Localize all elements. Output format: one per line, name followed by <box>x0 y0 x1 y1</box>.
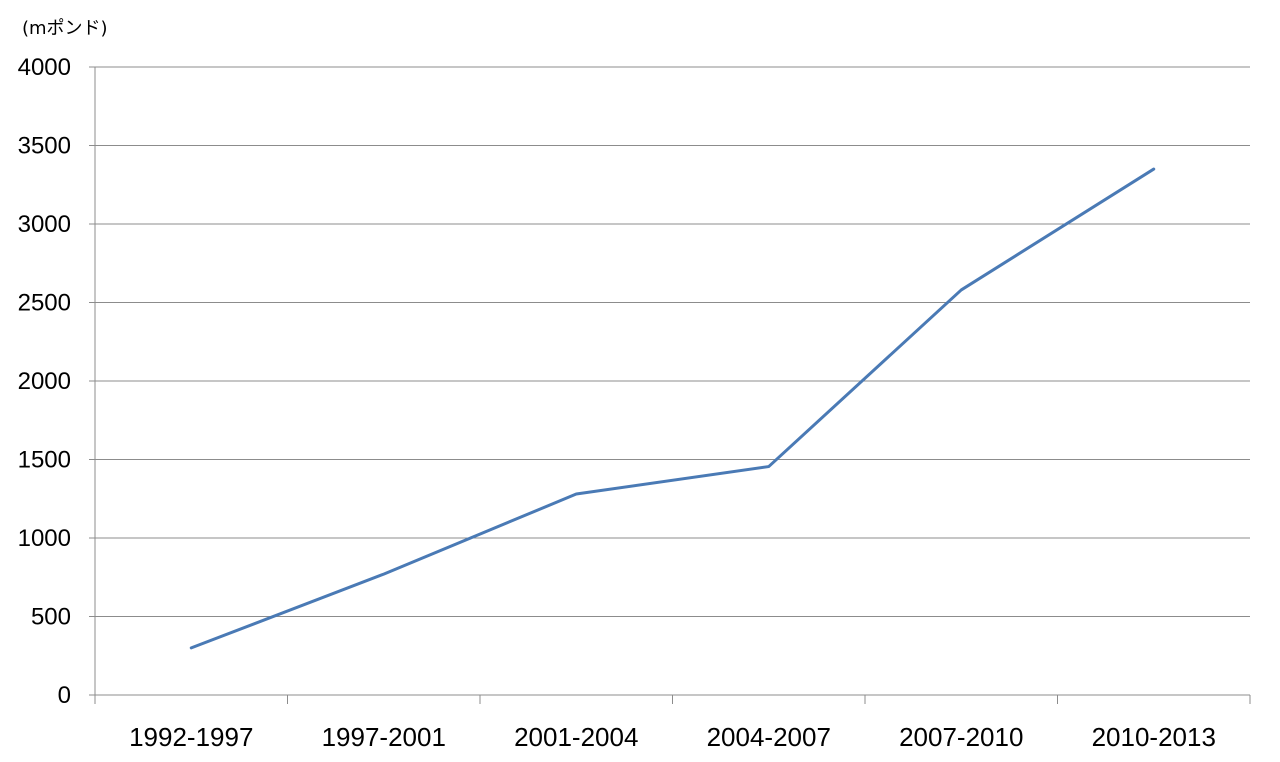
y-unit-label: (mポンド) <box>22 18 108 39</box>
series-lines <box>189 167 1156 650</box>
y-tick-label: 1500 <box>18 447 71 474</box>
x-tick-label: 1992-1997 <box>129 722 253 752</box>
x-tick-label: 2004-2007 <box>707 722 831 752</box>
y-tick-label: 2500 <box>18 290 71 317</box>
x-tick-label: 2001-2004 <box>514 722 638 752</box>
y-tick-label: 3000 <box>18 211 71 238</box>
x-tick-labels: 1992-1997 1997-2001 2001-2004 2004-2007 2007… <box>129 722 1216 752</box>
x-tick-label: 1997-2001 <box>322 722 446 752</box>
y-tick-label: 2000 <box>18 368 71 395</box>
x-tick-label: 2007-2010 <box>899 722 1023 752</box>
y-tick-label: 0 <box>58 682 71 709</box>
y-tick-label: 3500 <box>18 133 71 160</box>
axes <box>89 66 1251 704</box>
y-tick-labels: 0 500 1000 1500 2000 2500 3000 3500 4000 <box>18 54 71 709</box>
x-tick-label: 2010-2013 <box>1092 722 1216 752</box>
y-tick-label: 4000 <box>18 54 71 81</box>
series-line-0 <box>189 167 1156 650</box>
y-tick-label: 1000 <box>18 525 71 552</box>
y-tick-label: 500 <box>31 604 71 631</box>
gridlines <box>95 66 1250 696</box>
